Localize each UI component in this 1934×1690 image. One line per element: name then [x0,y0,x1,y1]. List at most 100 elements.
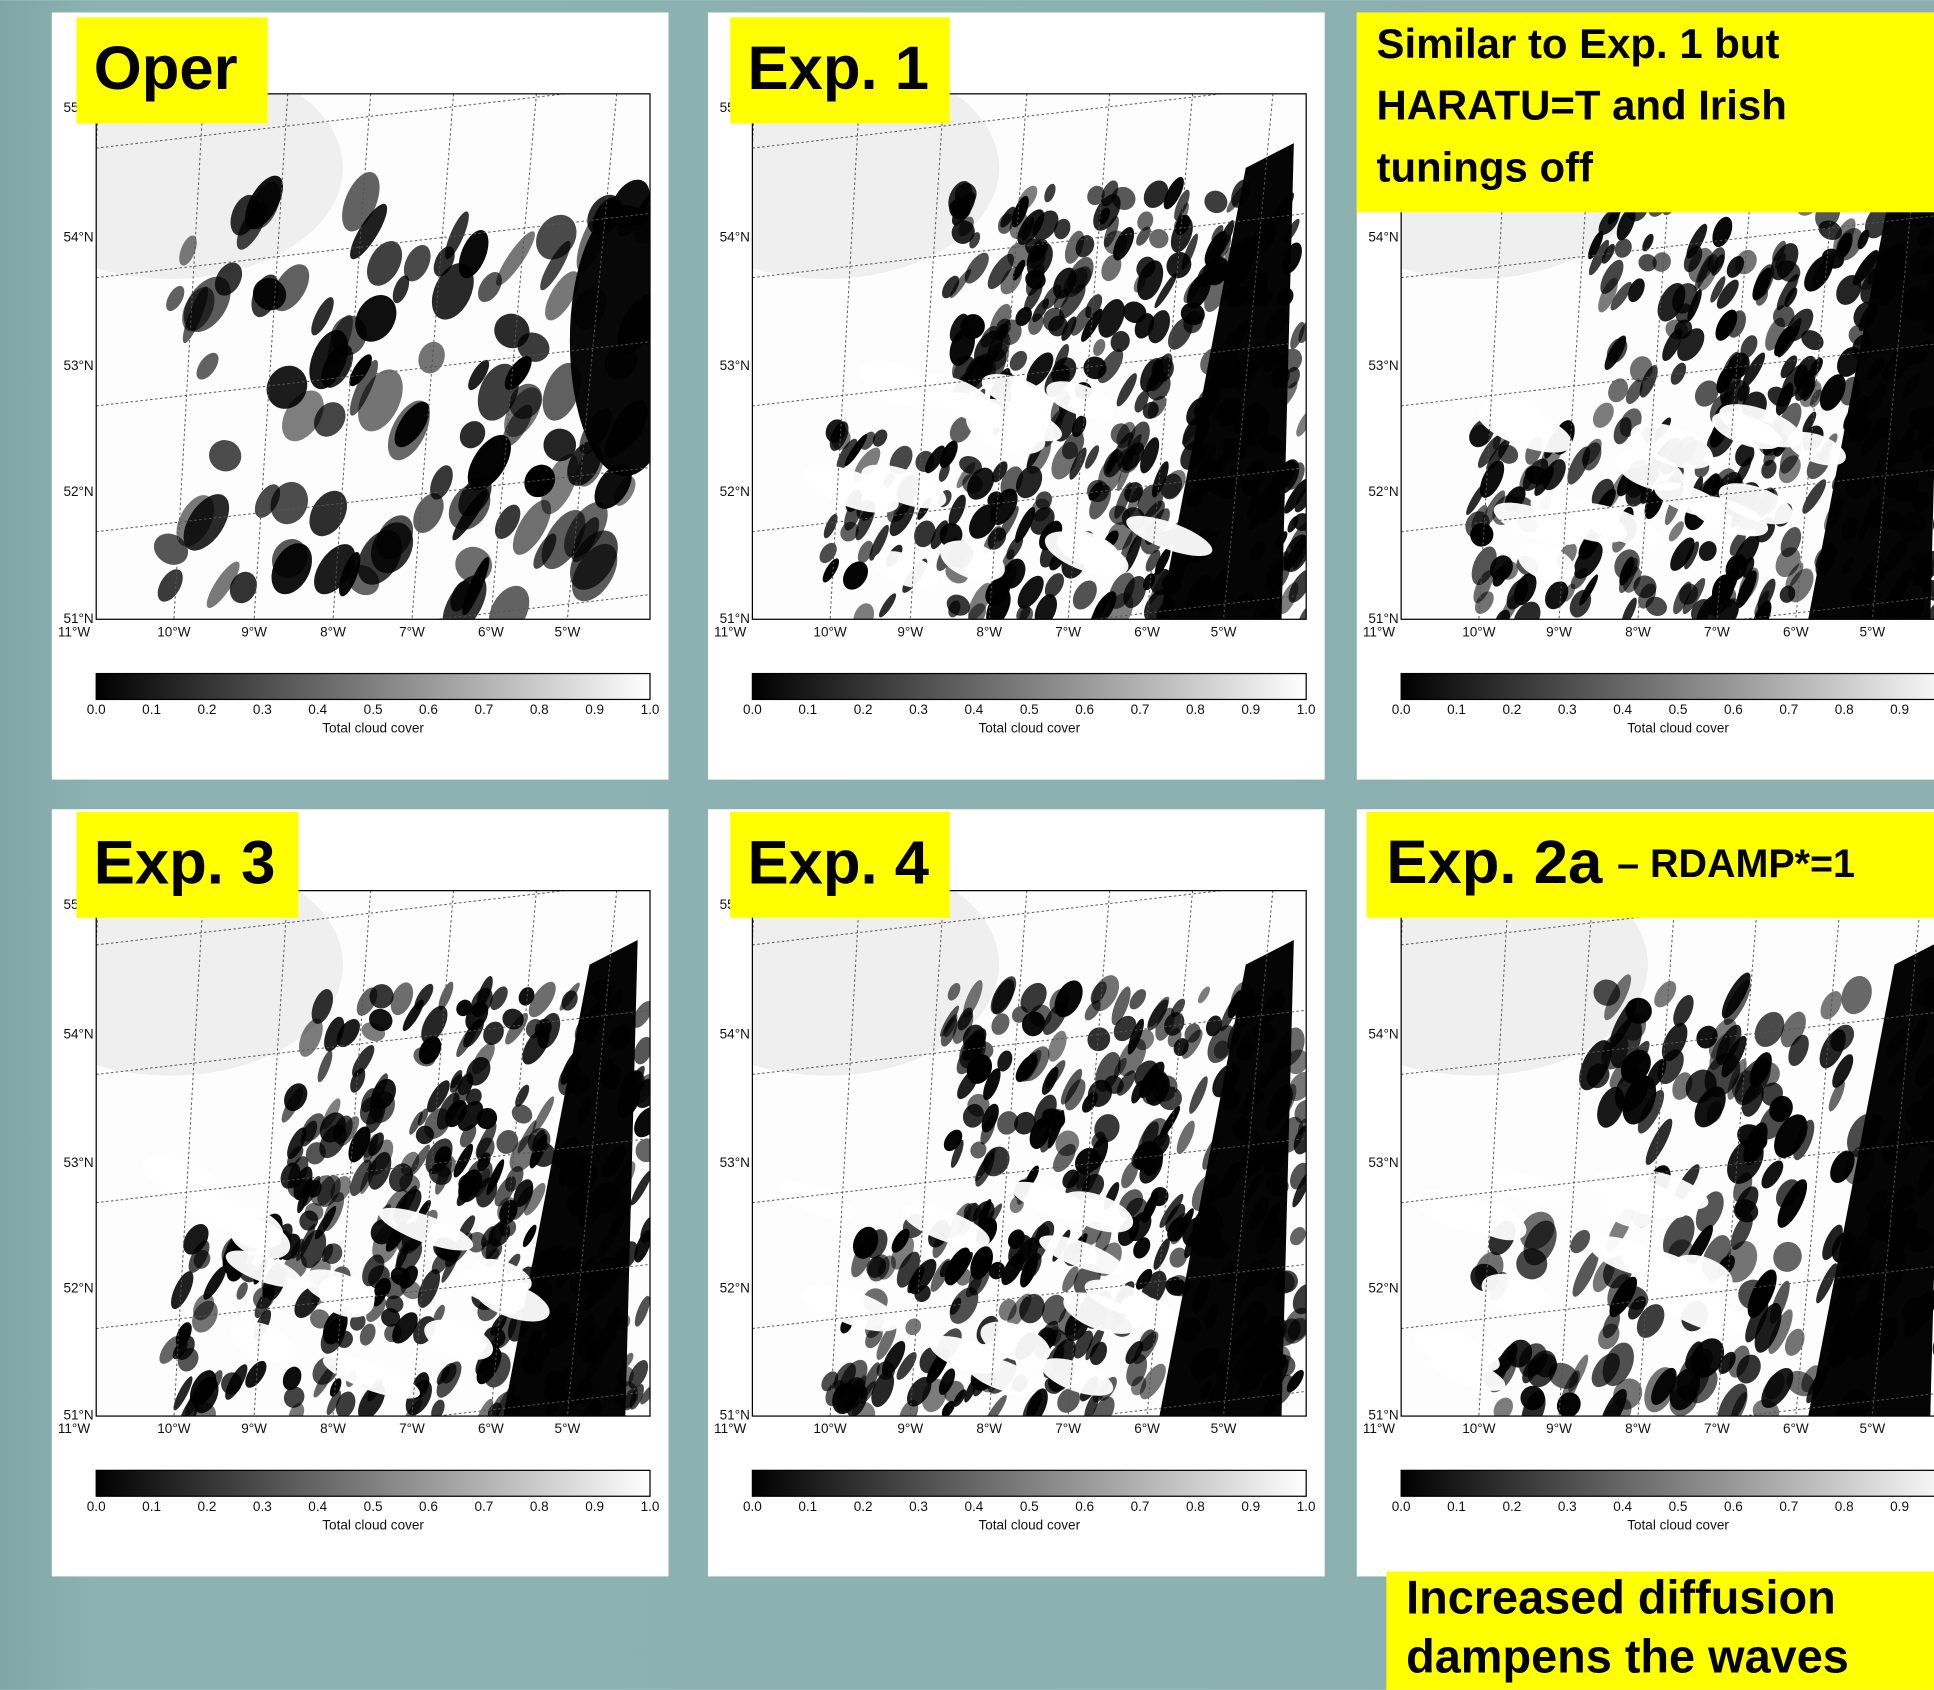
colorbar-tick: 0.6 [1724,702,1743,717]
colorbar-tick: 0.1 [1447,702,1466,717]
colorbar-tick: 0.0 [1392,702,1411,717]
lon-label: 10°W [157,1421,190,1436]
colorbar-tick: 0.2 [198,1499,217,1514]
colorbar-tick: 0.7 [474,702,493,717]
lon-label: 5°W [1859,624,1885,639]
colorbar-tick: 0.6 [1724,1499,1743,1514]
colorbar-tick: 0.5 [1020,1499,1039,1514]
colorbar-label: Total cloud cover [978,721,1080,736]
lat-label: 53°N [1368,1155,1398,1170]
colorbar-tick: 0.5 [1669,1499,1688,1514]
colorbar-tick: 0.4 [1613,702,1632,717]
lon-label: 10°W [813,1421,846,1436]
lon-label: 11°W [1363,1421,1395,1436]
map-panel: 55°N54°N53°N52°N51°N11°W10°W9°W8°W7°W6°W… [0,809,669,1576]
colorbar-tick: 0.7 [1779,1499,1798,1514]
colorbar-tick: 0.9 [1241,702,1260,717]
lon-label: 7°W [1704,1421,1730,1436]
colorbar-tick: 0.1 [1447,1499,1466,1514]
colorbar-tick: 0.0 [87,1499,106,1514]
lat-label: 53°N [1368,358,1398,373]
colorbar-label: Total cloud cover [978,1517,1080,1532]
lon-label: 11°W [714,1421,746,1436]
colorbar-tick: 0.6 [1075,702,1094,717]
lon-label: 11°W [58,1421,90,1436]
lon-label: 10°W [813,624,846,639]
lon-label: 5°W [554,1421,580,1436]
colorbar-tick: 0.7 [1131,702,1150,717]
colorbar-tick: 0.8 [1835,702,1854,717]
colorbar-tick: 0.7 [1779,702,1798,717]
lon-label: 7°W [1704,624,1730,639]
lat-label: 52°N [1368,1281,1398,1296]
note-text: Increased diffusion [1406,1571,1836,1623]
panel-label: HARATU=T and Irish [1376,82,1786,129]
colorbar-tick: 0.4 [308,702,327,717]
lon-label: 9°W [1546,624,1572,639]
colorbar-tick: 0.2 [854,1499,873,1514]
lat-label: 53°N [63,1155,93,1170]
colorbar-tick: 0.3 [253,702,272,717]
colorbar-tick: 0.2 [1503,702,1522,717]
colorbar-tick: 0.4 [964,702,983,717]
lon-label: 9°W [241,624,267,639]
lon-label: 6°W [1783,1421,1809,1436]
colorbar-tick: 0.7 [474,1499,493,1514]
panel-label: Oper [94,34,238,103]
colorbar-tick: 1.0 [1297,1499,1316,1514]
lon-label: 9°W [241,1421,267,1436]
colorbar-tick: 0.3 [909,702,928,717]
lon-label: 7°W [399,1421,425,1436]
lon-label: 11°W [58,624,90,639]
colorbar-tick: 0.6 [419,702,438,717]
lat-label: 54°N [1368,230,1398,245]
lon-label: 9°W [897,1421,923,1436]
cloud-field [0,57,681,659]
colorbar-tick: 0.3 [909,1499,928,1514]
colorbar-tick: 0.3 [1558,1499,1577,1514]
colorbar-tick: 0.8 [530,1499,549,1514]
lon-label: 10°W [1462,1421,1495,1436]
lat-label: 54°N [63,230,93,245]
lat-label: 53°N [720,1155,750,1170]
lon-label: 10°W [1462,624,1495,639]
colorbar-tick: 0.9 [1890,1499,1909,1514]
colorbar-tick: 0.6 [1075,1499,1094,1514]
lat-label: 54°N [1368,1027,1398,1042]
colorbar-tick: 0.8 [1186,1499,1205,1514]
colorbar-tick: 1.0 [1297,702,1316,717]
lon-label: 8°W [320,624,346,639]
lat-label: 53°N [63,358,93,373]
colorbar-label: Total cloud cover [1627,1517,1729,1532]
lat-label: 52°N [63,1281,93,1296]
lat-label: 53°N [720,358,750,373]
panel-label-main: Exp. 2a [1386,828,1603,897]
panel-label: Exp. 1 [747,34,929,103]
lon-label: 9°W [897,624,923,639]
colorbar-tick: 0.5 [1669,702,1688,717]
colorbar-tick: 0.8 [530,702,549,717]
colorbar-tick: 1.0 [641,702,660,717]
colorbar-label: Total cloud cover [322,721,424,736]
map-panel: 55°N54°N53°N52°N51°N11°W10°W9°W8°W7°W6°W… [1302,809,1934,1576]
lon-label: 9°W [1546,1421,1572,1436]
lon-label: 5°W [1211,624,1237,639]
lat-label: 54°N [63,1027,93,1042]
colorbar-tick: 0.9 [585,702,604,717]
colorbar-tick: 0.3 [1558,702,1577,717]
colorbar-tick: 0.0 [1392,1499,1411,1514]
lon-label: 8°W [1625,624,1651,639]
colorbar-tick: 0.3 [253,1499,272,1514]
panel-label: Exp. 3 [94,828,276,897]
panel-sublabel: – RDAMP*=1 [1617,843,1855,887]
lon-label: 6°W [478,1421,504,1436]
map-panel: 55°N54°N53°N52°N51°N11°W10°W9°W8°W7°W6°W… [654,12,1325,779]
colorbar-tick: 0.1 [798,702,817,717]
cloud-field [654,57,1318,659]
lat-label: 52°N [720,1281,750,1296]
lon-label: 6°W [1134,1421,1160,1436]
lon-label: 8°W [320,1421,346,1436]
lon-label: 7°W [399,624,425,639]
lon-label: 11°W [714,624,746,639]
colorbar [1401,674,1934,700]
